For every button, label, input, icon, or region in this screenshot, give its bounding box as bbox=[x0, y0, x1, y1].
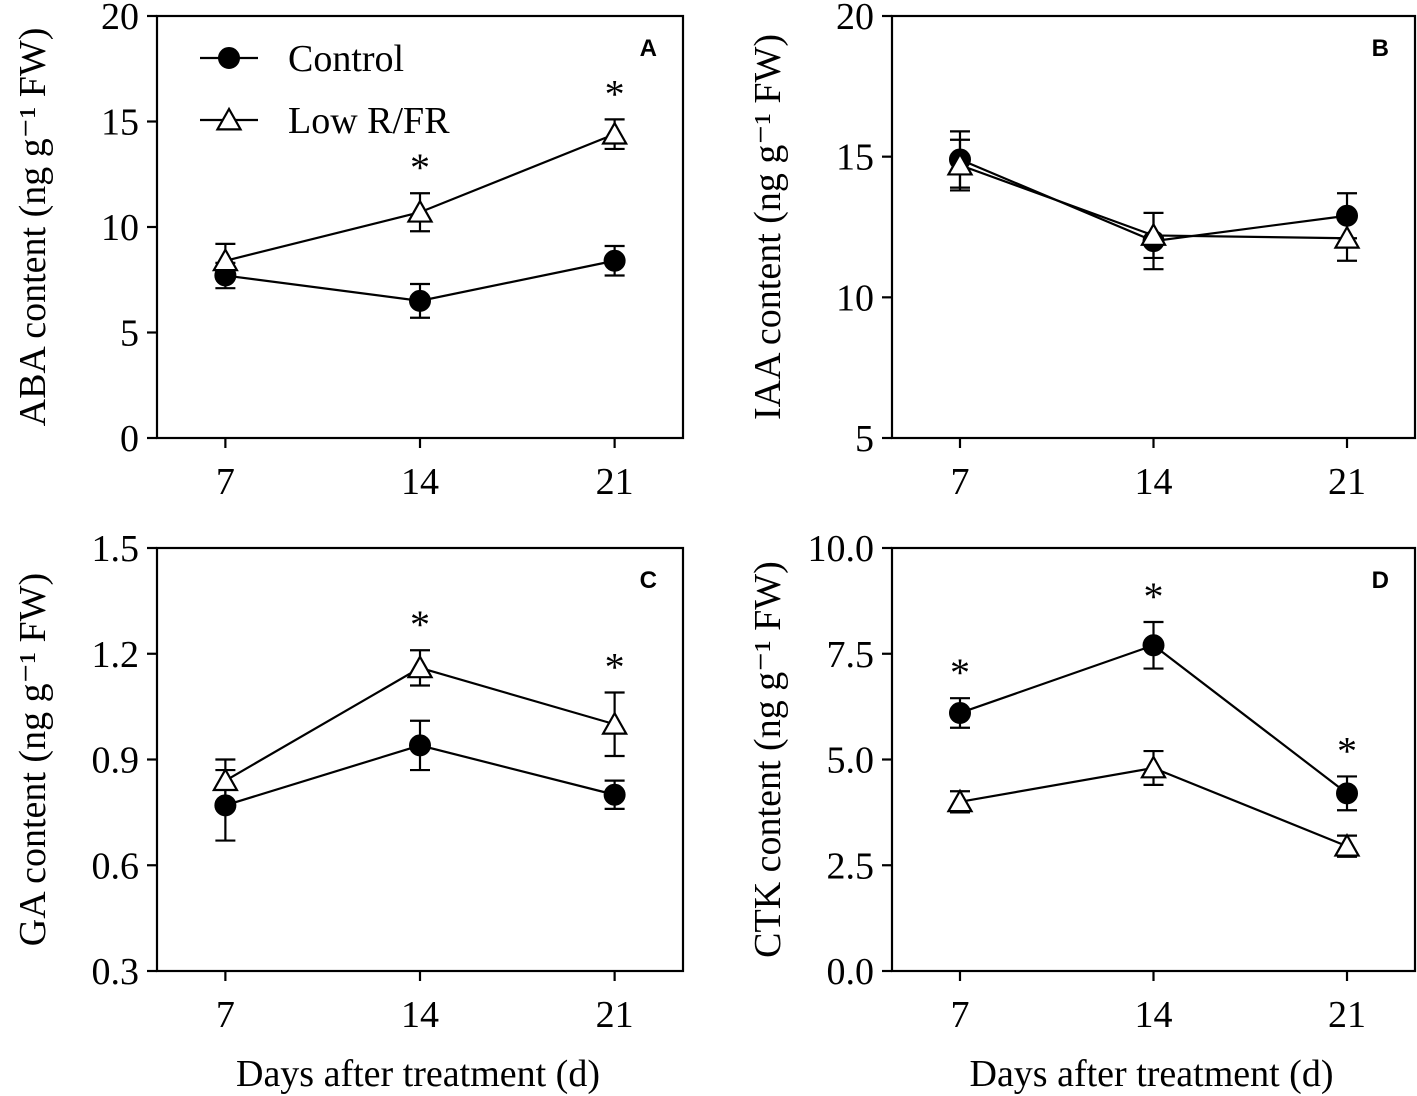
significance-asterisk: * bbox=[605, 645, 625, 690]
y-axis-title: IAA content (ng g⁻¹ FW) bbox=[747, 34, 789, 420]
data-point-low-rfr bbox=[406, 654, 434, 679]
data-point-control bbox=[1336, 782, 1359, 805]
y-tick-label: 0.3 bbox=[92, 951, 140, 993]
y-tick-label: 15 bbox=[101, 102, 139, 144]
x-tick-label: 14 bbox=[401, 994, 439, 1036]
y-axis-title: GA content (ng g⁻¹ FW) bbox=[12, 573, 54, 946]
x-tick-label: 14 bbox=[1135, 994, 1173, 1036]
series-control bbox=[214, 719, 626, 842]
data-point-control bbox=[603, 249, 626, 272]
data-point-low-rfr bbox=[1333, 832, 1361, 857]
y-tick-label: 5 bbox=[120, 313, 139, 355]
x-tick-label: 7 bbox=[216, 461, 235, 503]
y-tick-label: 15 bbox=[836, 137, 874, 179]
series-control bbox=[214, 244, 626, 319]
y-axis-title: ABA content (ng g⁻¹ FW) bbox=[12, 28, 54, 427]
y-tick-label: 10 bbox=[101, 207, 139, 249]
data-point-low-rfr bbox=[946, 788, 974, 813]
significance-asterisk: * bbox=[1337, 728, 1357, 773]
y-tick-label: 7.5 bbox=[827, 634, 875, 676]
legend-label: Control bbox=[288, 38, 404, 80]
panel-letter: D bbox=[1372, 567, 1389, 594]
series-low-rfr bbox=[946, 138, 1361, 262]
data-point-control bbox=[603, 783, 626, 806]
panel-a: 0 5 10 15 20 7 14 21 ABA content (ng g⁻¹ FW) A * * bbox=[12, 0, 685, 503]
y-tick-label: 20 bbox=[836, 0, 874, 38]
x-tick-label: 21 bbox=[596, 461, 634, 503]
panel-letter: A bbox=[640, 35, 657, 62]
data-point-low-rfr bbox=[406, 199, 434, 223]
data-point-low-rfr bbox=[1140, 754, 1167, 779]
y-tick-label: 0 bbox=[120, 418, 139, 460]
y-tick-label: 20 bbox=[101, 0, 139, 38]
x-tick-label: 7 bbox=[950, 461, 969, 503]
data-point-control bbox=[948, 701, 971, 724]
y-tick-label: 0.9 bbox=[92, 740, 140, 782]
y-tick-label: 5.0 bbox=[827, 740, 875, 782]
legend-marker-triangle bbox=[215, 106, 243, 131]
panel-letter: C bbox=[640, 567, 657, 594]
significance-asterisk: * bbox=[605, 71, 625, 116]
x-tick-label: 21 bbox=[1328, 461, 1366, 503]
y-tick-label: 2.5 bbox=[827, 845, 875, 887]
x-tick-label: 21 bbox=[1328, 994, 1366, 1036]
significance-asterisk: * bbox=[950, 650, 970, 695]
y-tick-label: 5 bbox=[855, 418, 874, 460]
x-tick-label: 14 bbox=[401, 461, 439, 503]
data-point-low-rfr bbox=[946, 151, 974, 176]
panel-d: 0.0 2.5 5.0 7.5 10.0 7 14 21 CTK content (ng g⁻¹… bbox=[747, 528, 1417, 1095]
data-point-control bbox=[409, 289, 431, 312]
panel-letter: B bbox=[1372, 35, 1389, 62]
y-tick-label: 0.0 bbox=[827, 951, 875, 993]
significance-asterisk: * bbox=[410, 602, 430, 647]
y-tick-label: 1.2 bbox=[92, 634, 140, 676]
x-axis-title: Days after treatment (d) bbox=[970, 1053, 1334, 1095]
data-point-low-rfr bbox=[1333, 225, 1361, 249]
y-tick-label: 10 bbox=[836, 277, 874, 319]
x-tick-label: 7 bbox=[216, 994, 235, 1036]
legend-item-control: Control bbox=[200, 38, 404, 80]
x-tick-label: 21 bbox=[596, 994, 634, 1036]
x-tick-label: 14 bbox=[1135, 461, 1173, 503]
panel-b: 5 10 15 20 7 14 21 IAA content (ng g⁻¹ FW) B bbox=[747, 0, 1417, 503]
x-axis-title: Days after treatment (d) bbox=[236, 1053, 600, 1095]
y-tick-label: 10.0 bbox=[808, 528, 875, 570]
data-point-control bbox=[409, 734, 431, 757]
series-control bbox=[948, 620, 1359, 812]
x-tick-label: 7 bbox=[950, 994, 969, 1036]
data-point-low-rfr bbox=[601, 120, 629, 145]
series-low-rfr bbox=[946, 749, 1361, 858]
legend-label: Low R/FR bbox=[288, 100, 450, 142]
y-axis-title: CTK content (ng g⁻¹ FW) bbox=[747, 561, 789, 958]
legend: Control Low R/FR bbox=[200, 38, 450, 142]
panel-c: 0.3 0.6 0.9 1.2 1.5 7 14 21 GA content (ng g⁻¹ F… bbox=[12, 528, 685, 1095]
legend-item-low-rfr: Low R/FR bbox=[200, 100, 450, 142]
data-point-low-rfr bbox=[211, 767, 239, 792]
legend-marker-circle bbox=[218, 47, 240, 69]
series-low-rfr bbox=[211, 118, 629, 279]
data-point-control bbox=[1142, 634, 1165, 657]
y-tick-label: 0.6 bbox=[92, 845, 140, 887]
data-point-low-rfr bbox=[1140, 222, 1167, 246]
significance-asterisk: * bbox=[410, 145, 430, 190]
data-point-low-rfr bbox=[601, 711, 629, 735]
y-tick-label: 1.5 bbox=[92, 528, 140, 570]
significance-asterisk: * bbox=[1144, 574, 1164, 619]
series-low-rfr bbox=[211, 649, 629, 803]
data-point-low-rfr bbox=[211, 247, 239, 272]
